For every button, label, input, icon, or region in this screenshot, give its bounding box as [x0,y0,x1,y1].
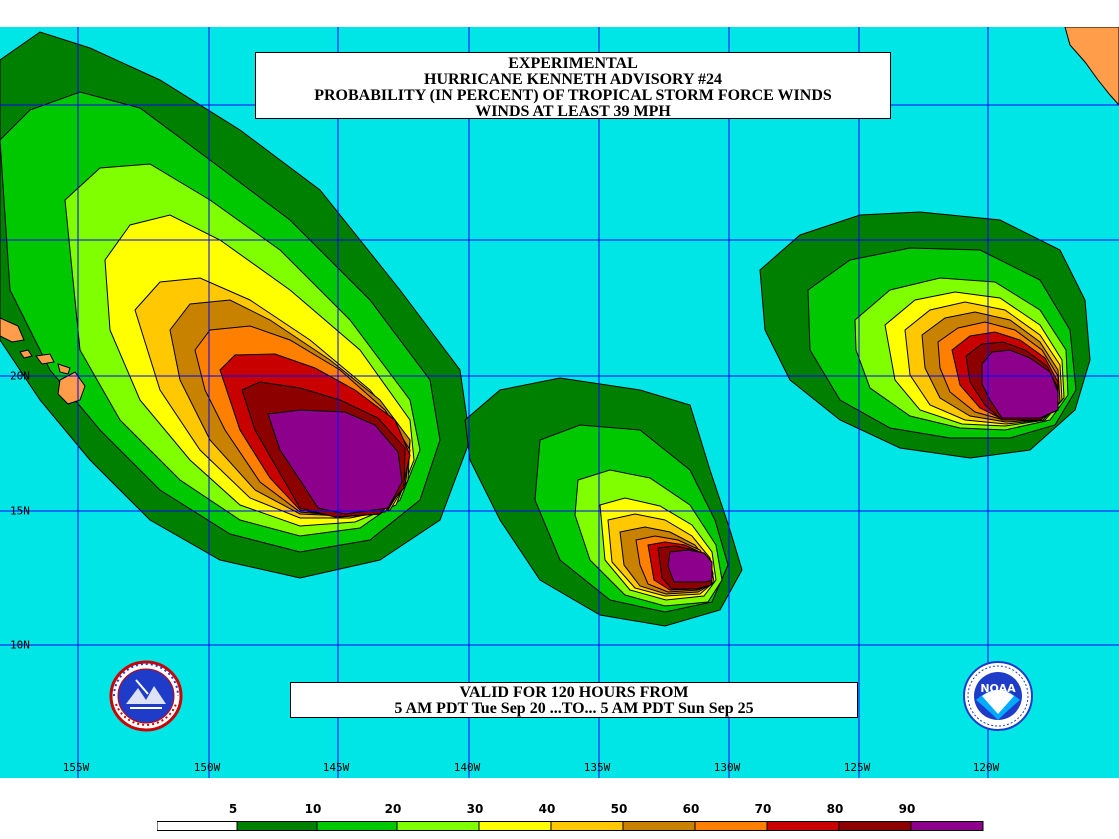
legend-label: 90 [898,802,916,816]
longitude-label: 145W [322,761,350,774]
longitude-label: 130W [713,761,741,774]
legend-label: 70 [754,802,772,816]
legend-swatch [478,821,552,831]
valid-period-box: VALID FOR 120 HOURS FROM 5 AM PDT Tue Se… [290,682,858,718]
longitude-label: 135W [583,761,611,774]
probability-contours [0,31,1091,627]
latitude-label: 15N [10,504,30,518]
legend-swatch [766,821,840,831]
lat-lon-grid [0,27,1119,778]
storm-2-contour-10 [667,549,713,583]
legend-label: 50 [610,802,628,816]
valid-line-2: 5 AM PDT Tue Sep 20 ...TO... 5 AM PDT Su… [394,700,754,717]
title-line-4: WINDS AT LEAST 39 MPH [475,103,671,120]
latitude-label: 20N [10,369,30,383]
legend-swatch [550,821,624,831]
nws-logo [109,660,183,732]
longitude-label: 140W [453,761,481,774]
title-line-3: PROBABILITY (IN PERCENT) OF TROPICAL STO… [314,87,832,104]
legend-swatch [910,821,984,831]
legend-color-bar [157,821,984,831]
longitude-label: 120W [972,761,1000,774]
legend-swatch [838,821,912,831]
legend-swatch [396,821,480,831]
longitude-label: 125W [843,761,871,774]
land-mexico [1064,27,1119,106]
legend-swatch [157,821,238,831]
longitude-label: 150W [193,761,221,774]
title-box: EXPERIMENTAL HURRICANE KENNETH ADVISORY … [255,52,891,120]
legend-swatch [236,821,318,831]
legend-swatch [694,821,768,831]
legend-label: 20 [384,802,402,816]
legend-label: 30 [466,802,484,816]
legend-label: 5 [228,802,238,816]
latitude-label: 10N [10,638,30,652]
longitude-label: 155W [62,761,90,774]
legend-label: 80 [826,802,844,816]
legend-swatch [622,821,696,831]
legend-swatch [316,821,398,831]
legend-label: 10 [304,802,322,816]
valid-line-1: VALID FOR 120 HOURS FROM [459,684,689,701]
storm-3-contour-10 [981,349,1059,419]
legend-label: 40 [538,802,556,816]
legend-label: 60 [682,802,700,816]
title-line-1: EXPERIMENTAL [508,55,638,72]
noaa-logo: NOAA [963,661,1033,731]
title-line-2: HURRICANE KENNETH ADVISORY #24 [424,71,722,88]
noaa-logo-text: NOAA [980,682,1016,695]
probability-map [0,27,1119,778]
